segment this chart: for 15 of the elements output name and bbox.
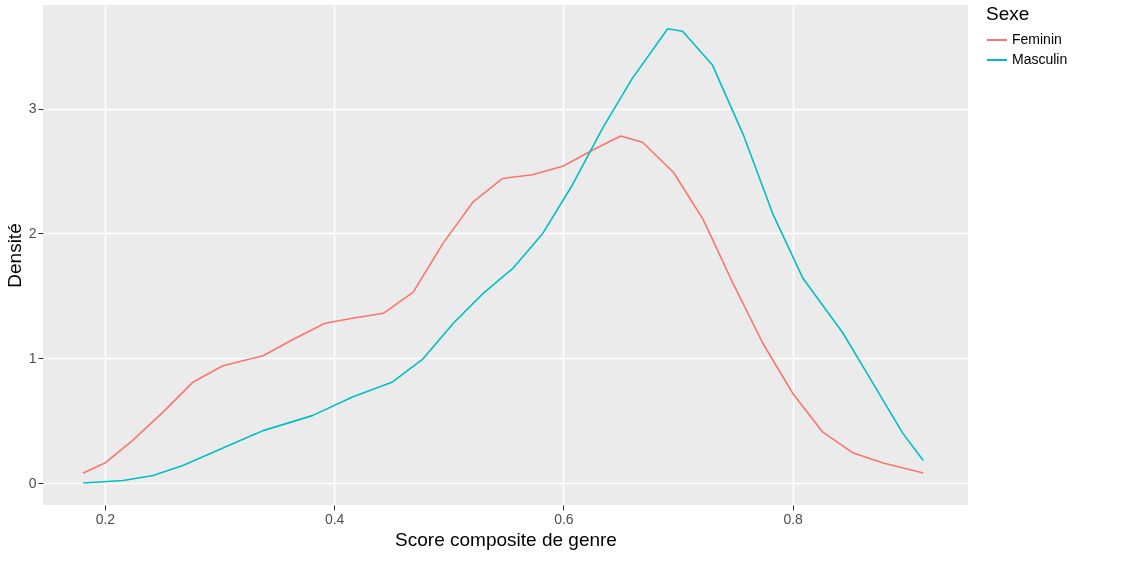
legend-title: Sexe <box>986 3 1030 24</box>
x-axis-title: Score composite de genre <box>395 528 617 550</box>
x-tick-label: 0.4 <box>324 510 345 527</box>
x-tick-label: 0.8 <box>783 510 804 527</box>
line-series <box>82 135 925 474</box>
x-tick-label: 0.6 <box>554 510 574 527</box>
y-axis-title: Densité <box>3 223 25 288</box>
line-series <box>82 27 925 484</box>
legend-label: Masculin <box>1012 51 1068 67</box>
x-tick-label: 0.2 <box>95 510 116 527</box>
y-tick-label: 0 <box>28 474 37 491</box>
y-tick-label: 1 <box>28 349 37 366</box>
y-tick-label: 2 <box>28 224 37 241</box>
legend-label: Feminin <box>1012 31 1062 47</box>
y-tick-label: 3 <box>28 100 37 117</box>
